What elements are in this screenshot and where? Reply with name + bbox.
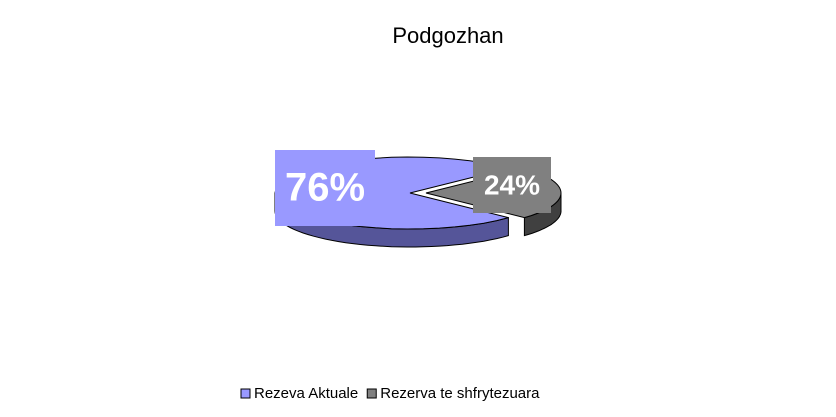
legend-swatch: [240, 388, 251, 399]
legend-swatch: [366, 388, 377, 399]
data-label: 76%: [285, 166, 365, 210]
data-label-box: [275, 150, 375, 226]
chart-title: Podgozhan: [392, 23, 503, 48]
legend-label: Rezeva Aktuale: [254, 385, 358, 402]
data-label-box: [473, 157, 551, 213]
data-label: 24%: [484, 169, 540, 200]
legend-label: Rezerva te shfrytezuara: [380, 385, 540, 402]
